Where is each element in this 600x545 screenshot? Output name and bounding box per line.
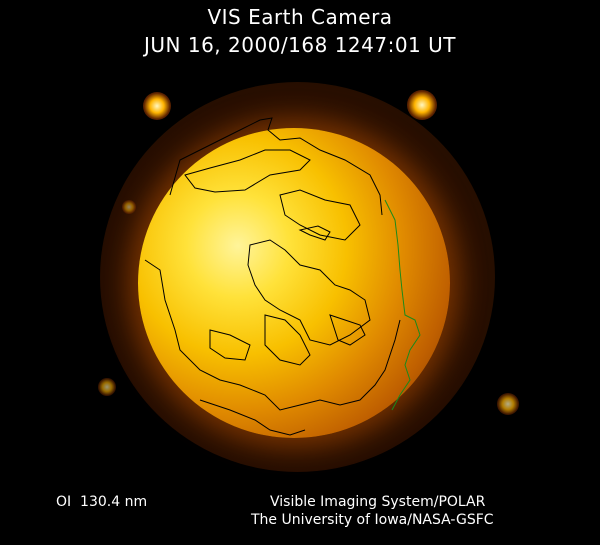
coastline xyxy=(247,239,371,346)
star-spot xyxy=(143,92,171,120)
star-spot xyxy=(407,90,437,120)
star-spot xyxy=(122,200,136,214)
coastline xyxy=(279,189,361,241)
image-timestamp: JUN 16, 2000/168 1247:01 UT xyxy=(144,33,456,57)
coastline xyxy=(209,329,251,361)
coastline xyxy=(264,314,311,366)
credit-line-1: Visible Imaging System/POLAR xyxy=(270,494,486,510)
coastline xyxy=(199,399,306,436)
star-spot xyxy=(497,393,519,415)
coastline xyxy=(298,225,331,241)
coastline xyxy=(184,149,311,193)
credit-line-2: The University of Iowa/NASA-GSFC xyxy=(251,512,494,528)
coastline xyxy=(144,259,401,411)
coastline xyxy=(169,117,383,216)
coastline xyxy=(329,314,366,346)
earth-disk xyxy=(138,128,450,438)
image-title: VIS Earth Camera xyxy=(207,5,393,29)
star-spot xyxy=(98,378,116,396)
terminator-coastline xyxy=(384,199,421,411)
wavelength-label: OI 130.4 nm xyxy=(56,494,148,510)
